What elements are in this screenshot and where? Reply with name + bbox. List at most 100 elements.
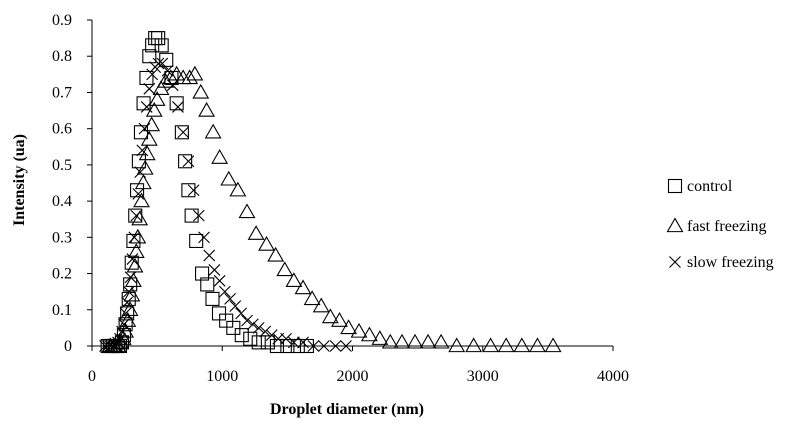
triangle-data-point [497,337,515,353]
square-data-point [251,335,266,350]
cross-data-point [140,101,153,113]
cross-data-point [252,322,265,334]
triangle-data-point [186,65,204,81]
y-tick-label: 0.6 [52,121,72,138]
cross-data-point [146,68,159,81]
legend-cross-icon [669,256,681,268]
cross-data-point [166,79,179,92]
cross-data-point [161,64,174,77]
series-control [100,31,314,354]
square-data-point [205,291,220,306]
cross-data-point [203,249,216,262]
square-data-point [124,255,139,270]
cross-data-point [297,336,309,349]
cross-data-point [134,166,147,179]
series-fast-freezing [101,65,562,353]
cross-data-point [287,336,300,349]
x-tick-label: 1000 [206,368,238,385]
cross-data-point [138,122,151,135]
square-data-point [178,154,193,169]
legend-label: fast freezing [687,218,767,235]
legend-item: control [667,178,733,195]
cross-data-point [246,318,259,331]
cross-data-point [229,300,242,313]
cross-data-point [192,209,205,222]
cross-data-point [109,340,122,352]
cross-data-point [218,285,231,298]
square-data-point [142,49,157,64]
y-tick-label: 0.7 [52,84,72,101]
square-data-point [189,233,204,249]
triangle-data-point [211,149,229,164]
legend-label: slow freezing [687,254,774,271]
triangle-data-point [126,257,144,273]
cross-data-point [329,340,342,352]
triangle-data-point [360,326,378,342]
triangle-data-point [140,130,158,146]
cross-data-point [114,332,126,345]
triangle-data-point [371,330,389,345]
cross-data-point [136,144,149,157]
triangle-data-point [544,337,562,353]
triangle-data-point [138,145,156,161]
plot-area [99,31,562,354]
cross-data-point [208,264,221,276]
triangle-data-point [198,101,216,117]
cross-data-point [172,101,184,113]
cross-data-point [118,318,130,331]
triangle-data-point [513,337,531,353]
square-data-point [219,313,234,328]
triangle-data-point [465,337,483,353]
triangle-data-point [238,203,256,219]
triangle-data-point [247,225,265,240]
triangle-data-point [381,333,399,349]
cross-data-point [156,57,169,70]
square-data-point [159,52,174,67]
triangle-data-point [127,243,145,258]
y-tick-label: 0.3 [52,229,72,246]
legend-label: control [687,178,733,195]
legend: control fast freezing slow freezing [666,178,774,271]
triangle-data-point [168,65,186,81]
square-data-point [126,233,141,249]
tick-labels: 0 1000 2000 3000 4000 0 0.1 0.2 0.3 0.4 0.5 0.6 0.7 0… [52,12,629,385]
cross-data-point [340,340,352,352]
cross-data-point [152,57,165,70]
triangle-data-point [419,333,437,349]
square-data-point [131,154,146,169]
cross-data-point [307,340,320,352]
y-tick-label: 0.2 [52,266,72,283]
triangle-data-point [192,83,210,99]
triangle-data-point [148,91,166,106]
triangle-data-point [340,319,358,335]
square-data-point [174,125,189,140]
triangle-data-point [121,301,139,316]
triangle-data-point [204,123,222,139]
triangle-data-point [321,308,339,324]
y-tick-label: 0.9 [52,12,72,29]
triangle-data-point [350,322,368,338]
square-data-point [290,338,305,354]
y-tick-label: 0.1 [52,302,72,319]
triangle-data-point [482,337,500,353]
cross-data-point [213,274,226,287]
triangle-data-point [157,72,175,88]
square-data-point [226,320,241,335]
square-data-point [154,38,169,53]
cross-data-point [317,340,330,352]
series-slow-freezing [99,57,352,352]
triangle-data-point [133,192,150,208]
y-tick-label: 0.8 [52,48,72,65]
y-tick-label: 0.5 [52,157,72,174]
square-data-point [151,31,166,46]
cross-data-point [265,329,278,342]
square-data-point [195,266,210,281]
square-data-point [169,96,184,111]
y-tick-label: 0 [64,338,72,355]
legend-item: fast freezing [666,217,767,235]
triangle-data-point [258,235,275,251]
triangle-data-point [448,337,466,353]
cross-data-point [259,325,272,338]
square-data-point [200,277,215,292]
